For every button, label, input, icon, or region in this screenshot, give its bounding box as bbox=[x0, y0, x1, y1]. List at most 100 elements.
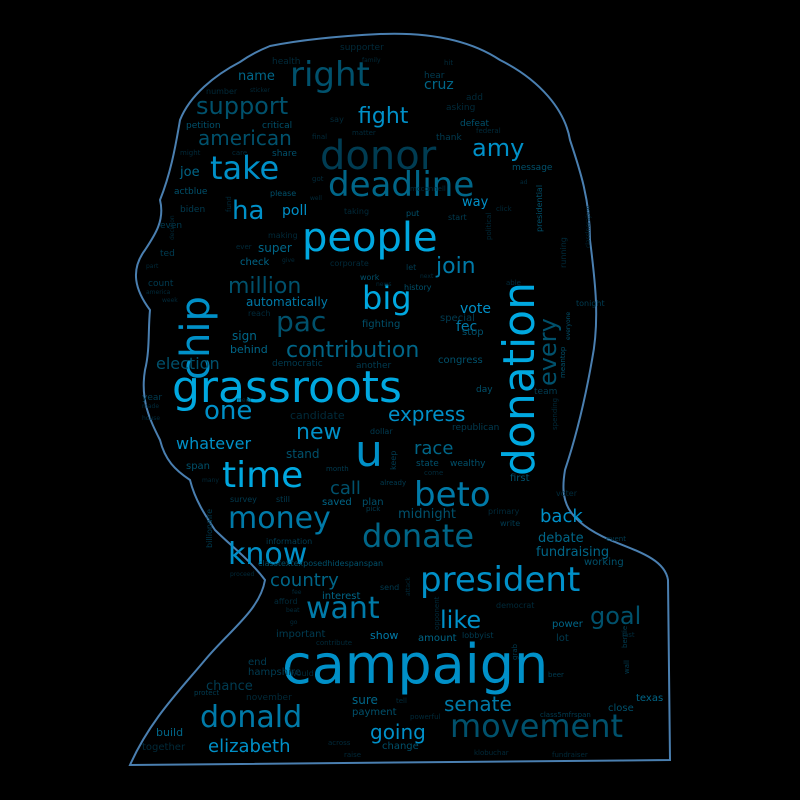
word-year: year bbox=[142, 393, 163, 403]
word-million: million bbox=[228, 274, 302, 299]
word-name: name bbox=[238, 69, 275, 84]
word-running: running bbox=[559, 237, 568, 268]
word-goal: goal bbox=[590, 602, 642, 630]
word-final: final bbox=[312, 133, 328, 141]
word-check: check bbox=[240, 257, 270, 268]
word-another: another bbox=[356, 361, 392, 371]
word-ever: ever bbox=[236, 243, 252, 251]
word-like: like bbox=[440, 606, 482, 634]
word-news: news bbox=[376, 281, 392, 288]
word-voter: voter bbox=[556, 489, 577, 498]
word-give: give bbox=[282, 257, 295, 264]
word-say: say bbox=[330, 115, 344, 124]
word-political: political bbox=[485, 212, 493, 240]
word-lot: lot bbox=[556, 633, 569, 644]
word-working: working bbox=[584, 557, 624, 568]
word-mcconnell: mcconnell bbox=[410, 185, 446, 193]
word-many: many bbox=[202, 477, 219, 484]
word-want: want bbox=[306, 591, 380, 626]
word-keep: keep bbox=[389, 450, 398, 470]
word-meantop: meantop bbox=[559, 346, 567, 378]
word-team: team bbox=[534, 387, 558, 397]
word-class5mfrspan: class5mfrspan bbox=[540, 711, 591, 719]
word-number: number bbox=[206, 87, 238, 96]
word-already: already bbox=[380, 479, 407, 487]
word-go: go bbox=[290, 619, 298, 626]
word-right: right bbox=[290, 55, 370, 95]
word-petition: petition bbox=[186, 121, 221, 131]
word-decision: decision bbox=[169, 215, 176, 240]
word-part: part bbox=[146, 263, 159, 270]
word-fund: fund bbox=[225, 196, 233, 212]
word-join: join bbox=[436, 254, 476, 279]
word-everyone: everyone bbox=[565, 311, 572, 340]
word-fundraising: fundraising bbox=[536, 545, 610, 560]
word-ad: ad bbox=[520, 179, 528, 186]
word-way: way bbox=[462, 195, 489, 210]
word-ted: ted bbox=[160, 249, 175, 259]
word-time: time bbox=[222, 455, 304, 496]
word-money: money bbox=[228, 501, 331, 536]
word-congress: congress bbox=[438, 355, 483, 366]
word-beer: beer bbox=[548, 671, 564, 679]
word-democratic: democratic bbox=[272, 359, 323, 369]
word-taking: taking bbox=[344, 207, 370, 216]
word-last: last bbox=[622, 631, 635, 639]
word-care: care bbox=[232, 149, 248, 157]
word-even: even bbox=[160, 221, 183, 231]
word-donald: donald bbox=[200, 700, 303, 735]
word-show: show bbox=[370, 629, 399, 642]
word-midnight: midnight bbox=[398, 507, 456, 522]
word-take: take bbox=[210, 149, 280, 187]
word-deadline: deadline bbox=[328, 165, 475, 205]
word-cruz: cruz bbox=[424, 77, 454, 93]
word-reach: reach bbox=[248, 309, 271, 318]
word-klobuchar: klobuchar bbox=[474, 749, 509, 757]
word-important: important bbox=[276, 629, 326, 640]
word-call: call bbox=[330, 478, 361, 499]
word-well: well bbox=[310, 195, 322, 202]
word-fec: fec bbox=[456, 319, 478, 335]
word-new: new bbox=[296, 420, 342, 445]
word-hit: hit bbox=[444, 59, 454, 67]
word-pick: pick bbox=[366, 505, 381, 513]
word-count: count bbox=[148, 279, 174, 289]
word-biden: biden bbox=[180, 205, 206, 215]
word-critical: critical bbox=[262, 121, 293, 131]
word-end: end bbox=[248, 657, 267, 668]
word-lobbyist: lobbyist bbox=[462, 631, 494, 640]
word-build: build bbox=[156, 726, 184, 739]
word-president: president bbox=[420, 560, 581, 600]
word-democrat: democrat bbox=[496, 601, 535, 610]
word-senate: senate bbox=[444, 692, 512, 716]
word-click: click bbox=[496, 205, 512, 213]
word-protect: protect bbox=[194, 689, 220, 697]
word-week: week bbox=[162, 297, 178, 304]
word-plan: plan bbox=[362, 497, 384, 508]
word-opponent: opponent bbox=[433, 596, 441, 630]
word-making: making bbox=[268, 231, 298, 240]
word-raise: raise bbox=[344, 751, 362, 759]
word-express: express bbox=[388, 402, 466, 426]
word-month: month bbox=[326, 465, 349, 473]
word-know: know bbox=[228, 537, 308, 572]
word-spending: spending bbox=[551, 397, 559, 430]
word-powerful: powerful bbox=[410, 713, 441, 721]
word-u: u bbox=[355, 426, 383, 477]
word-hampshire: hampshire bbox=[248, 667, 301, 678]
word-race: race bbox=[414, 438, 454, 459]
word-information: information bbox=[266, 537, 313, 546]
silhouette-path bbox=[128, 32, 672, 767]
word-one: one bbox=[204, 396, 253, 426]
word-joe: joe bbox=[180, 165, 200, 180]
word-fundraiser: fundraiser bbox=[552, 751, 588, 759]
word-share: share bbox=[272, 149, 297, 159]
word-chance: chance bbox=[206, 679, 253, 694]
word-candidate: candidate bbox=[290, 409, 345, 422]
word-wealthy: wealthy bbox=[450, 459, 486, 469]
word-afford: afford bbox=[274, 597, 298, 606]
word-next: next bbox=[420, 273, 434, 280]
